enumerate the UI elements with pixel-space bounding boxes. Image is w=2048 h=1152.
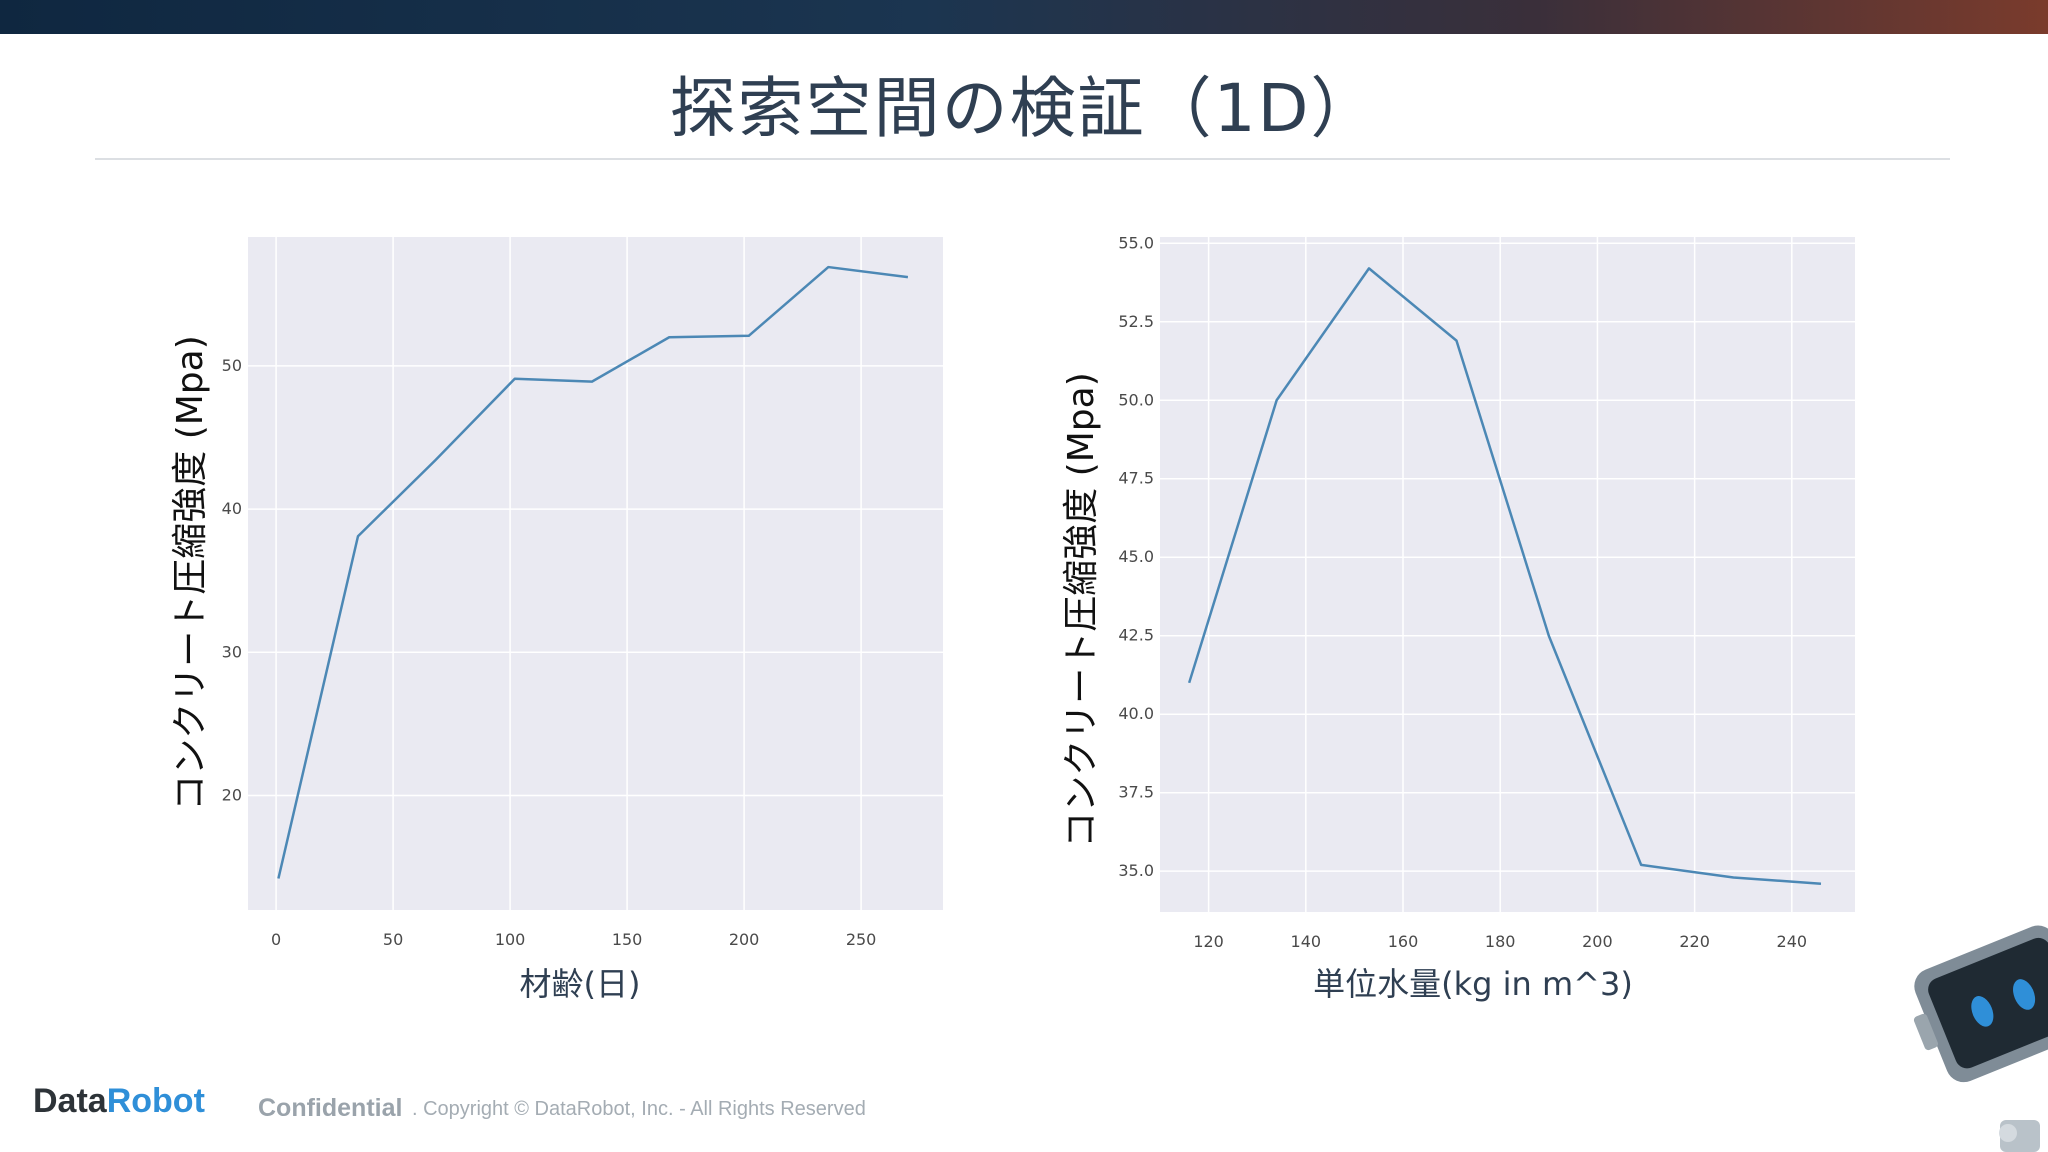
chart2-plot-area (1160, 237, 1855, 912)
chart2-y-tick-label: 37.5 (1118, 783, 1154, 802)
chart2-y-tick-label: 35.0 (1118, 861, 1154, 880)
chart2-y-tick-label: 52.5 (1118, 312, 1154, 331)
chart1-y-tick-label: 30 (222, 642, 242, 661)
chart1-x-tick-label: 0 (271, 930, 281, 949)
datarobot-logo: DataRobot (33, 1082, 205, 1121)
chart2-y-tick-label: 40.0 (1118, 704, 1154, 723)
slide-title: 探索空間の検証（1D） (669, 70, 1379, 147)
top-banner (0, 0, 2048, 34)
chart1-y-tick-label: 40 (222, 499, 242, 518)
chart2-series-line (1187, 267, 1822, 885)
chart1-plot-area (248, 237, 943, 910)
chart1-x-axis-label: 材齢(日) (520, 965, 641, 1003)
chart1-x-tick-label: 200 (729, 930, 760, 949)
title-divider (95, 158, 1950, 160)
chart1-y-tick-label: 20 (222, 785, 242, 804)
logo-robot-text: Robot (106, 1082, 205, 1120)
chart1-x-tick-label: 50 (383, 930, 403, 949)
chart1-x-tick-label: 150 (612, 930, 643, 949)
chart2-y-tick-label: 45.0 (1118, 547, 1154, 566)
chart2-x-tick-label: 140 (1291, 932, 1322, 951)
chart2-x-tick-label: 200 (1582, 932, 1613, 951)
confidential-label: Confidential (258, 1094, 403, 1122)
chart1-y-axis-label: コンクリート圧縮強度 (Mpa) (170, 335, 211, 811)
chart1-y-tick-label: 50 (222, 356, 242, 375)
chart1-x-tick-label: 250 (846, 930, 877, 949)
chart2-x-tick-label: 180 (1485, 932, 1516, 951)
chart2-y-tick-label: 42.5 (1118, 626, 1154, 645)
chart2-x-tick-label: 120 (1193, 932, 1224, 951)
chart2-x-tick-label: 240 (1777, 932, 1808, 951)
chart2-x-tick-label: 220 (1679, 932, 1710, 951)
chart2-y-tick-label: 50.0 (1118, 390, 1154, 409)
copyright-text: . Copyright © DataRobot, Inc. - All Righ… (412, 1098, 866, 1120)
chart2-x-tick-label: 160 (1388, 932, 1419, 951)
chart2-y-axis-label: コンクリート圧縮強度 (Mpa) (1061, 372, 1102, 848)
logo-data-text: Data (33, 1082, 107, 1120)
chart2-x-axis-label: 単位水量(kg in m^3) (1313, 965, 1633, 1003)
chart2-y-tick-label: 47.5 (1118, 469, 1154, 488)
robot-mascot-icon (1913, 925, 2048, 1152)
chart1-x-tick-label: 100 (495, 930, 526, 949)
chart2-y-tick-label: 55.0 (1118, 233, 1154, 252)
